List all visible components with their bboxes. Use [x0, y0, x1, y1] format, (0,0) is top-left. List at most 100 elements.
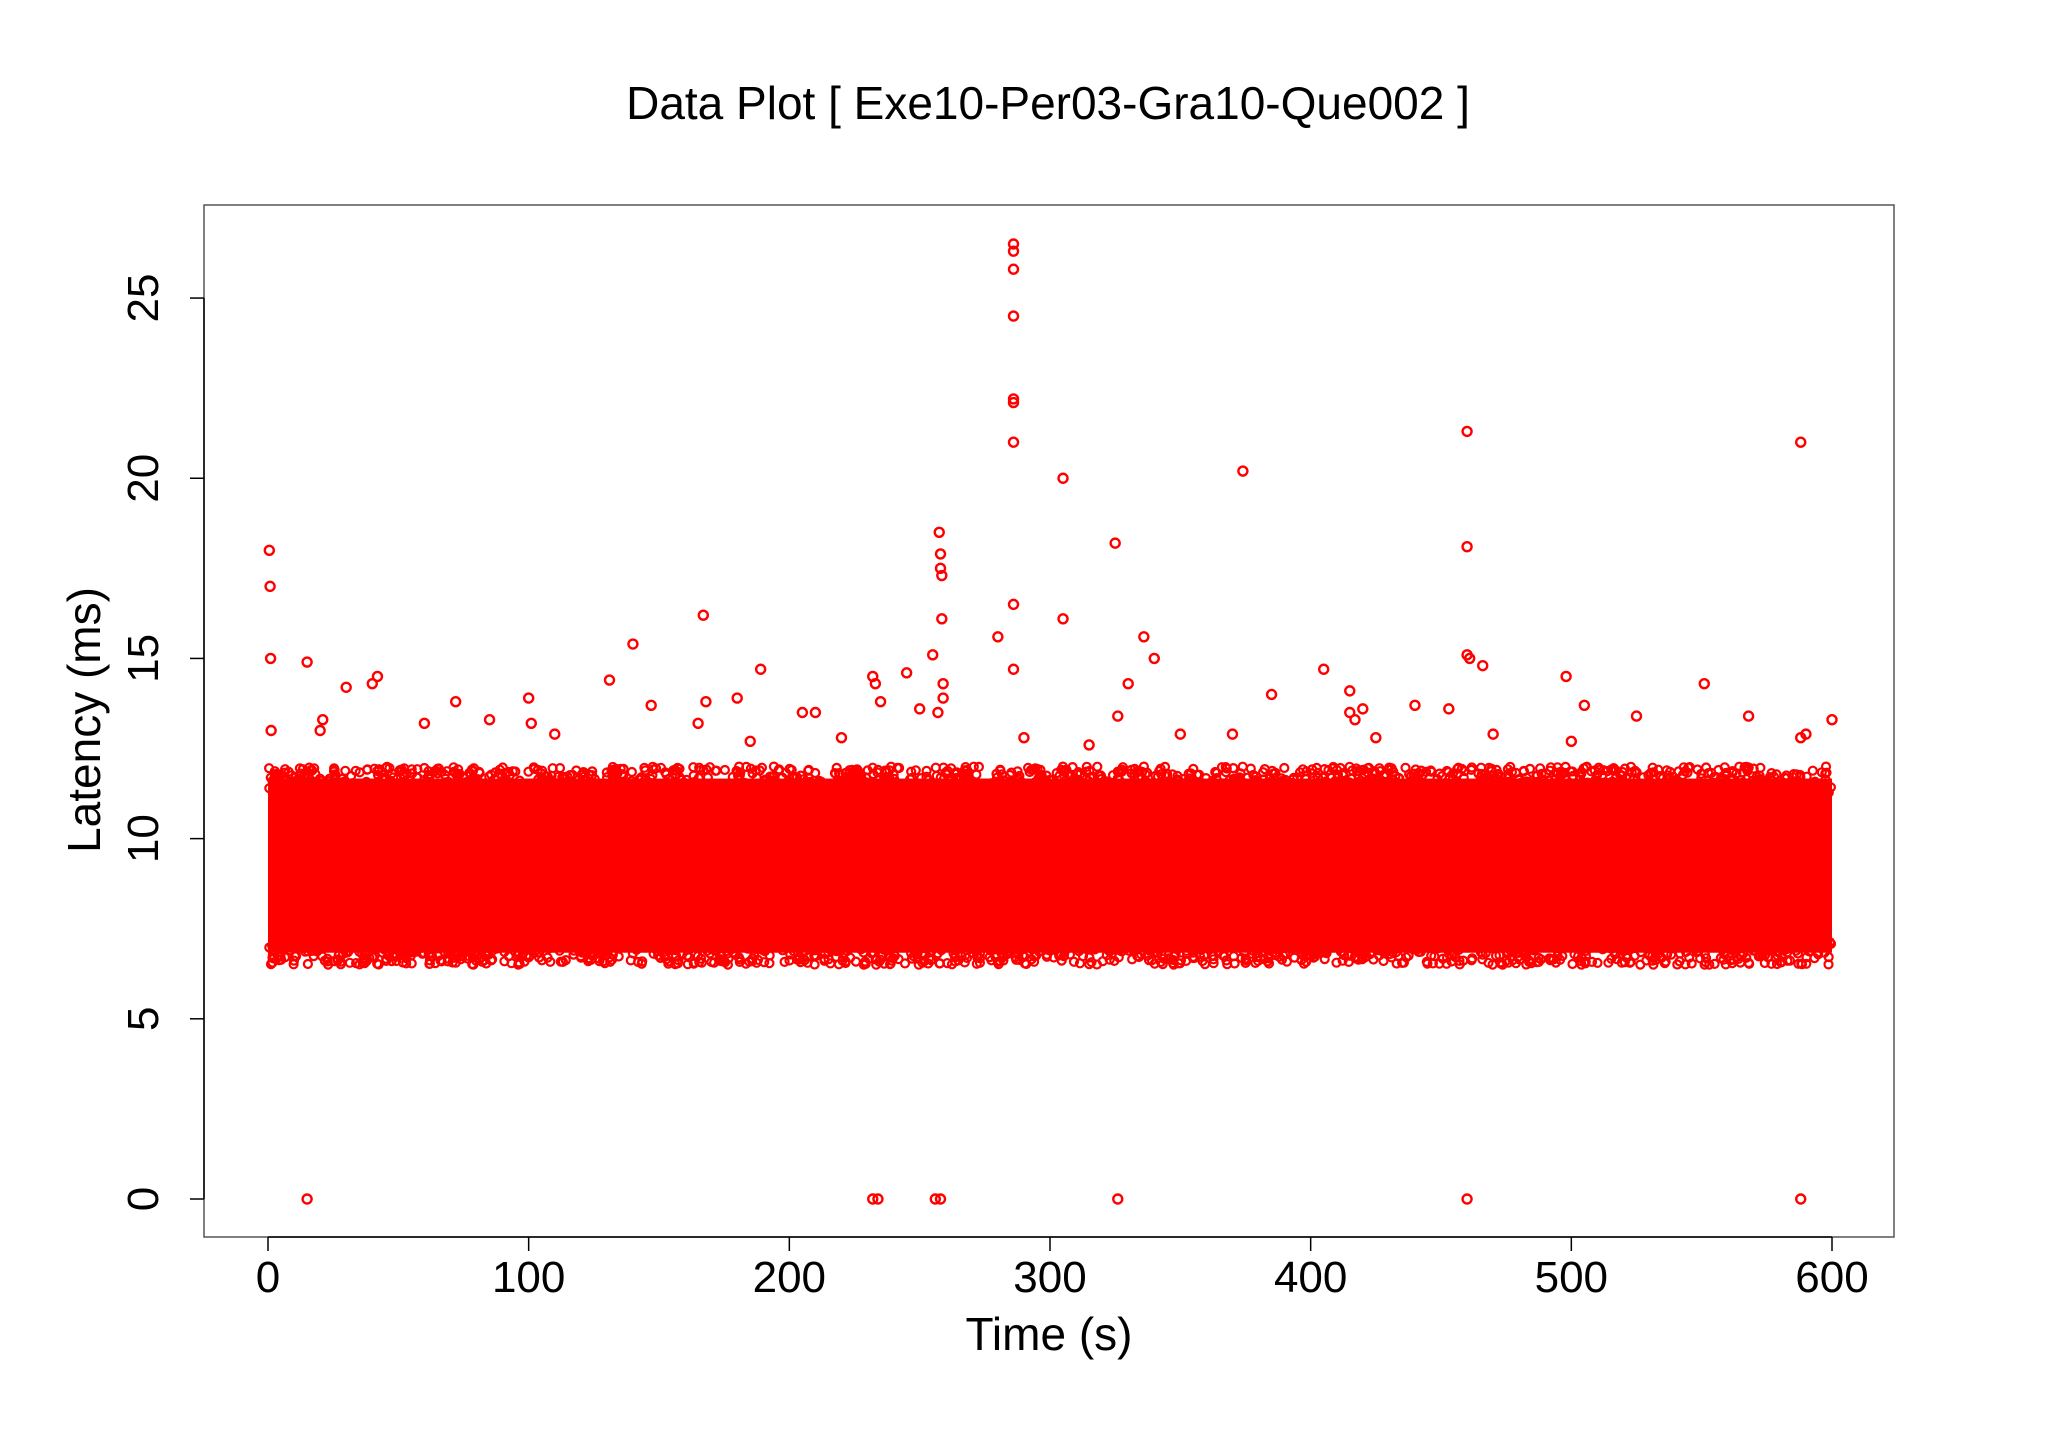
- band-point: [863, 953, 875, 964]
- band-point: [444, 776, 455, 788]
- band-point: [1486, 933, 1497, 945]
- band-point: [811, 781, 823, 792]
- band-point: [921, 780, 932, 791]
- data-point: [1317, 663, 1330, 675]
- band-point: [760, 775, 771, 786]
- band-point: [1107, 770, 1119, 781]
- band-point: [1160, 785, 1172, 796]
- band-point: [399, 787, 410, 798]
- band-point: [1413, 946, 1424, 958]
- band-point: [973, 761, 985, 773]
- band-point: [1820, 768, 1831, 779]
- band-point: [823, 954, 834, 965]
- band-point: [483, 949, 494, 960]
- data-point: [1344, 706, 1356, 719]
- band-point: [1294, 767, 1306, 778]
- band-point: [722, 948, 734, 959]
- band-point: [803, 764, 814, 776]
- band-point: [1612, 785, 1624, 796]
- band-point: [1778, 937, 1789, 949]
- band-point: [1088, 771, 1099, 782]
- band-point: [321, 935, 333, 946]
- band-point: [515, 780, 527, 791]
- band-point: [1331, 957, 1342, 968]
- band-point: [779, 956, 790, 968]
- band-point: [803, 951, 814, 963]
- band-point: [681, 783, 693, 795]
- band-point: [1194, 778, 1206, 789]
- band-point: [1374, 765, 1386, 777]
- data-point: [1007, 245, 1020, 257]
- band-point: [792, 937, 803, 948]
- band-point: [291, 950, 302, 962]
- band-point: [471, 775, 482, 786]
- band-point: [625, 785, 636, 797]
- band-point: [698, 934, 709, 945]
- data-point: [872, 1193, 884, 1205]
- band-point: [1232, 773, 1243, 784]
- band-point: [474, 954, 485, 965]
- band-point: [1200, 787, 1211, 798]
- band-point: [613, 951, 624, 962]
- band-point: [664, 935, 676, 947]
- band-point: [553, 771, 564, 782]
- band-point: [401, 958, 412, 969]
- band-point: [956, 785, 967, 796]
- band-point: [455, 937, 466, 949]
- band-point: [1403, 779, 1414, 790]
- band-point: [910, 765, 921, 776]
- band-point: [321, 787, 332, 798]
- band-point: [1479, 772, 1490, 783]
- band-point: [1337, 767, 1349, 779]
- band-point: [582, 934, 593, 945]
- band-point: [369, 951, 380, 962]
- data-point: [1237, 465, 1249, 477]
- band-point: [1187, 952, 1199, 964]
- band-point: [349, 937, 360, 948]
- data-point: [627, 638, 639, 650]
- band-point: [339, 776, 350, 787]
- band-point: [1556, 933, 1567, 945]
- data-point: [934, 562, 947, 575]
- band-point: [351, 957, 362, 969]
- band-point: [479, 779, 490, 790]
- band-point: [1498, 934, 1509, 945]
- band-point: [754, 765, 765, 776]
- data-point: [1742, 710, 1755, 722]
- band-point: [1333, 784, 1344, 796]
- data-point: [697, 609, 710, 621]
- band-point: [1054, 781, 1065, 793]
- y-tick-label: 0: [119, 1187, 168, 1211]
- band-point: [974, 948, 986, 959]
- band-point: [575, 951, 587, 962]
- data-point: [645, 699, 657, 711]
- band-point: [1606, 764, 1617, 775]
- band-point: [1730, 942, 1741, 953]
- band-point: [694, 786, 705, 798]
- band-point: [663, 783, 674, 794]
- band-point: [549, 781, 560, 792]
- band-point: [428, 778, 439, 790]
- band-point: [672, 958, 683, 969]
- band-point: [1648, 767, 1659, 778]
- band-point: [1614, 943, 1626, 954]
- band-point: [1288, 772, 1299, 783]
- band-point: [1433, 781, 1444, 792]
- band-point: [1201, 942, 1212, 953]
- band-point: [488, 934, 499, 945]
- band-point: [1674, 956, 1685, 967]
- band-point: [804, 942, 815, 953]
- band-point: [704, 762, 716, 773]
- band-point: [1647, 955, 1658, 966]
- band-point: [1167, 957, 1179, 969]
- data-point: [371, 670, 384, 683]
- data-point: [927, 649, 939, 661]
- band-point: [1172, 770, 1183, 782]
- band-point: [449, 787, 460, 798]
- band-point: [713, 933, 725, 945]
- band-point: [537, 940, 548, 951]
- band-point: [1659, 957, 1670, 969]
- band-point: [1616, 770, 1628, 781]
- band-point: [574, 785, 586, 796]
